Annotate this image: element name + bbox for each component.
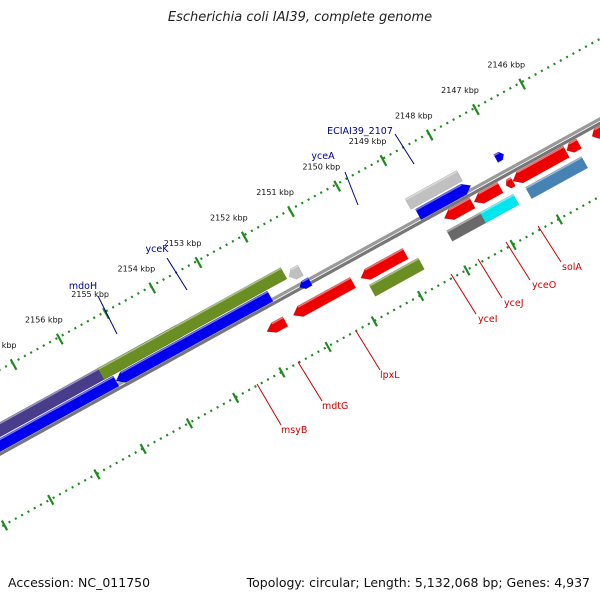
gene-yceJ-block xyxy=(479,193,520,224)
accession-text: Accession: NC_011750 xyxy=(8,575,151,590)
gene-label-yceK: yceK xyxy=(146,244,170,255)
major-tick xyxy=(240,231,249,243)
gene-label-mdtG: mdtG xyxy=(322,401,348,412)
gene-yceO xyxy=(512,145,570,184)
gene-ECIAI39_2107 xyxy=(493,151,505,163)
inner-major-tick xyxy=(463,265,471,276)
major-tick xyxy=(518,78,527,90)
leader-line xyxy=(450,273,477,315)
gene-label-ECIAI39_2107: ECIAI39_2107 xyxy=(327,126,393,137)
gene-yceI xyxy=(443,197,476,221)
inner-major-tick xyxy=(509,239,517,251)
genome-title: Escherichia coli IAI39, complete genome xyxy=(167,10,433,25)
gene-solA-block xyxy=(524,156,589,200)
gene-yceA xyxy=(404,170,463,210)
tick-label: 2146 kbp xyxy=(487,61,525,70)
backbone-line xyxy=(0,121,600,457)
leader-line xyxy=(537,225,562,263)
inner-tick-track xyxy=(0,195,600,529)
tick-label: 2154 kbp xyxy=(118,265,156,274)
gene-solA xyxy=(566,138,582,153)
gene-label-yceO: yceO xyxy=(532,280,556,291)
tick-label: 2147 kbp xyxy=(441,86,479,95)
gene-mdtG xyxy=(292,276,357,317)
features-layer xyxy=(0,124,600,463)
major-tick xyxy=(194,256,203,269)
labels-layer: ECIAI39_2107 yceA yceK mdoH solA yceO yceJ yceI… xyxy=(69,126,583,436)
major-tick xyxy=(472,103,480,116)
inner-major-tick xyxy=(139,443,147,455)
inner-major-tick xyxy=(555,214,563,225)
gene-small xyxy=(591,124,600,139)
tick-label: 2152 kbp xyxy=(210,214,248,223)
inner-major-tick xyxy=(416,290,425,302)
tick-label: 2148 kbp xyxy=(395,112,433,121)
outer-tick-track xyxy=(0,37,600,371)
leader-line xyxy=(477,258,503,299)
inner-major-tick xyxy=(93,469,101,480)
leader-line xyxy=(505,241,531,281)
major-tick xyxy=(425,129,434,141)
inner-major-tick xyxy=(324,341,332,353)
major-tick xyxy=(9,358,18,371)
tick-label: 2150 kbp xyxy=(302,163,340,172)
leader-line xyxy=(297,361,323,402)
inner-major-tick xyxy=(0,520,9,531)
gene-mdoH xyxy=(97,267,288,381)
leader-line xyxy=(355,330,381,371)
tick-label: 2156 kbp xyxy=(25,316,63,325)
gene-msyB xyxy=(266,316,289,333)
tick-label: 2149 kbp xyxy=(349,137,387,146)
major-tick xyxy=(55,333,64,345)
genome-stats-text: Topology: circular; Length: 5,132,068 bp… xyxy=(246,575,590,590)
gene-yceA-arrow xyxy=(414,183,472,221)
gene-yceK xyxy=(288,264,304,280)
major-tick xyxy=(287,205,295,218)
gene-label-lpxL: lpxL xyxy=(380,370,400,381)
tick-label: 2153 kbp xyxy=(164,239,202,248)
inner-major-tick xyxy=(370,316,378,327)
leader-line xyxy=(256,383,282,426)
ticks-layer: 2146 kbp 2147 kbp 2148 kbp 2149 kbp 2150 kbp… xyxy=(0,37,600,531)
tick-label: 2155 kbp xyxy=(71,290,109,299)
tick-label: 2157 kbp xyxy=(0,341,17,350)
major-tick xyxy=(148,282,157,294)
leader-line xyxy=(166,257,188,291)
gene-yceJ xyxy=(473,181,504,204)
gene-label-msyB: msyB xyxy=(281,425,307,436)
gene-lpxL-block xyxy=(368,257,425,297)
gene-lpxL xyxy=(360,247,409,280)
inner-major-tick xyxy=(232,392,240,404)
tick-label: 2151 kbp xyxy=(256,188,294,197)
gene-yceK-arrow xyxy=(299,277,313,290)
major-tick xyxy=(379,154,388,167)
gene-mdoH-arrow xyxy=(115,290,274,383)
leader-line xyxy=(97,295,118,335)
inner-major-tick xyxy=(278,367,286,378)
gene-label-yceJ: yceJ xyxy=(504,298,524,309)
gene-label-solA: solA xyxy=(562,262,582,273)
gene-small xyxy=(505,176,516,189)
major-tick xyxy=(333,180,342,192)
leader-line xyxy=(394,133,415,165)
gene-label-mdoH: mdoH xyxy=(69,281,97,292)
gene-label-yceA: yceA xyxy=(311,151,335,162)
major-tick xyxy=(102,307,110,320)
leader-line xyxy=(344,171,359,206)
inner-major-tick xyxy=(47,494,55,506)
inner-major-tick xyxy=(185,418,194,429)
gene-label-yceI: yceI xyxy=(478,314,498,325)
